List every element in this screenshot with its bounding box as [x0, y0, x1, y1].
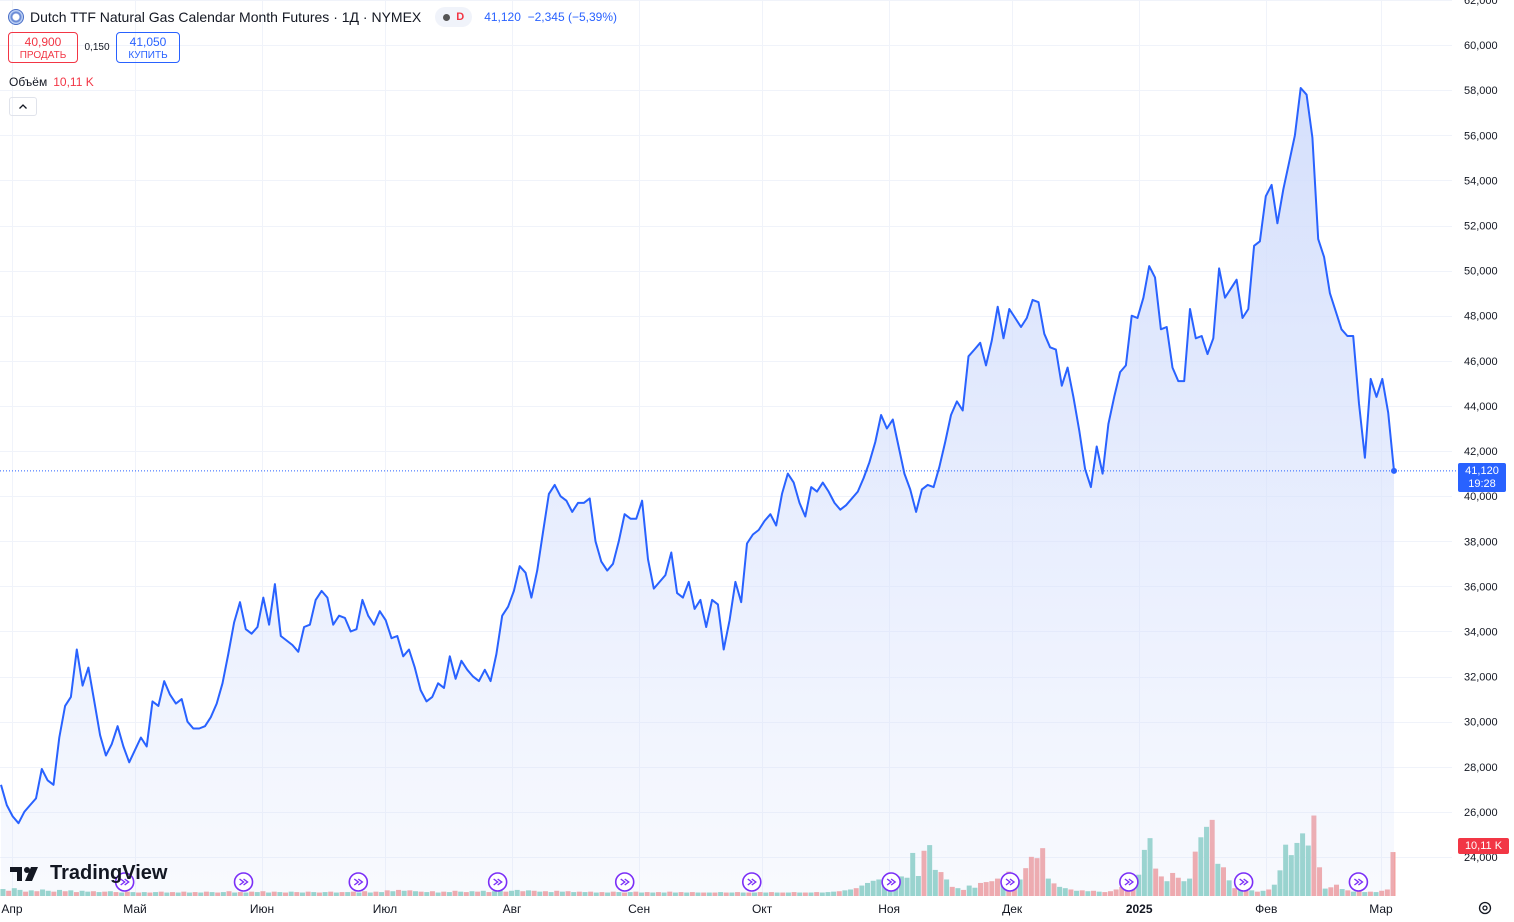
time-axis-label: Авг	[503, 902, 522, 916]
tradingview-logo-icon	[10, 866, 38, 881]
event-marker-arrows	[1005, 878, 1016, 886]
event-marker-arrows	[353, 878, 364, 886]
time-axis-label: Мар	[1369, 902, 1393, 916]
price-axis-label: 54,000	[1464, 175, 1498, 187]
event-marker-icon[interactable]	[614, 872, 635, 892]
last-price-point	[1391, 467, 1397, 474]
event-marker-arrows	[493, 878, 503, 886]
price-axis-label: 60,000	[1464, 40, 1498, 52]
price-axis-label: 46,000	[1464, 356, 1498, 368]
price-axis-label: 42,000	[1464, 446, 1498, 458]
price-axis-label: 40,000	[1464, 491, 1498, 503]
sell-button[interactable]: 40,900 ПРОДАТЬ	[8, 32, 78, 63]
last-price: 41,120	[484, 10, 521, 24]
event-marker-icon[interactable]	[1119, 872, 1139, 892]
event-marker-arrows	[620, 878, 630, 886]
trade-buttons: 40,900 ПРОДАТЬ 0,150 41,050 КУПИТЬ	[8, 32, 180, 63]
buy-button[interactable]: 41,050 КУПИТЬ	[116, 32, 180, 63]
price-axis-label: 38,000	[1464, 536, 1498, 548]
tradingview-logo[interactable]: TradingView	[10, 862, 167, 885]
spread-value: 0,150	[84, 42, 110, 53]
event-marker-arrows	[886, 878, 897, 886]
volume-legend[interactable]: Объём 10,11 K	[9, 75, 94, 89]
market-status-icon	[443, 13, 451, 21]
event-marker-arrows	[239, 878, 249, 886]
event-marker-arrows	[1353, 878, 1364, 886]
volume-label: Объём	[9, 75, 48, 89]
chart-header: Dutch TTF Natural Gas Calendar Month Fut…	[8, 6, 617, 28]
event-markers	[114, 872, 1369, 892]
event-marker-arrows	[1239, 878, 1249, 886]
symbol-title[interactable]: Dutch TTF Natural Gas Calendar Month Fut…	[30, 9, 422, 25]
price-area-fill	[1, 88, 1394, 896]
event-marker-icon[interactable]	[1000, 872, 1020, 892]
price-axis-label: 24,000	[1464, 852, 1498, 864]
event-marker-icon[interactable]	[348, 872, 369, 892]
time-axis-label: 2025	[1126, 902, 1153, 916]
symbol-icon[interactable]	[8, 9, 24, 25]
gear-icon[interactable]	[1477, 900, 1493, 916]
event-marker-icon[interactable]	[114, 872, 135, 892]
price-axis: 62,000 60,000 58,000 56,000 54,000 52,000 50,0…	[1464, 0, 1498, 864]
price-axis-label: 48,000	[1464, 311, 1498, 323]
price-change-pct: (−5,39%)	[567, 10, 617, 24]
last-quote: 41,120 −2,345 (−5,39%)	[484, 10, 617, 24]
price-axis-label: 30,000	[1464, 717, 1498, 729]
price-axis-label: 26,000	[1464, 807, 1498, 819]
price-area	[0, 87, 1458, 896]
event-marker-icon[interactable]	[741, 872, 762, 892]
price-axis-label: 52,000	[1464, 221, 1498, 233]
bar-countdown: 19:28	[1468, 478, 1496, 490]
market-status-pill[interactable]: D	[435, 7, 473, 27]
buy-label: КУПИТЬ	[128, 50, 168, 61]
price-axis-label: 36,000	[1464, 581, 1498, 593]
event-marker-icon[interactable]	[233, 872, 254, 892]
time-axis-label: Дек	[1002, 902, 1023, 916]
event-marker-arrows	[1124, 878, 1135, 886]
price-axis-label: 28,000	[1464, 762, 1498, 774]
last-price-tag-value: 41,120	[1465, 465, 1499, 477]
price-change: −2,345	[527, 10, 565, 24]
price-axis-label: 44,000	[1464, 401, 1498, 413]
event-marker-icon[interactable]	[487, 872, 508, 892]
volume-tag: 10,11 K	[1458, 838, 1509, 854]
time-axis-label: Май	[123, 902, 147, 916]
session-badge: D	[456, 11, 465, 23]
last-price-tag: 41,120 19:28	[1458, 463, 1506, 492]
volume-value: 10,11 K	[53, 75, 94, 89]
event-marker-icon[interactable]	[1348, 872, 1369, 892]
time-axis: Апр Май Июн Июл Авг Сен Окт Ноя Дек 2025 Фев Мар	[1, 902, 1393, 916]
price-axis-label: 50,000	[1464, 266, 1498, 278]
price-axis-label: 32,000	[1464, 672, 1498, 684]
price-axis-label: 56,000	[1464, 130, 1498, 142]
sell-price: 40,900	[24, 35, 62, 49]
time-axis-label: Сен	[628, 902, 650, 916]
event-marker-arrows	[120, 878, 130, 886]
time-axis-label: Окт	[752, 902, 773, 916]
event-marker-arrows	[747, 878, 757, 886]
time-axis-label: Апр	[1, 902, 23, 916]
time-axis-label: Фев	[1255, 902, 1277, 916]
price-axis-label: 58,000	[1464, 85, 1498, 97]
collapse-legend-button[interactable]	[9, 97, 37, 116]
logo-text: TradingView	[50, 862, 168, 884]
price-axis-label: 62,000	[1464, 0, 1498, 7]
chevron-up-icon	[19, 103, 27, 109]
price-axis-label: 34,000	[1464, 626, 1498, 638]
price-line	[0, 87, 1395, 825]
sell-label: ПРОДАТЬ	[19, 50, 67, 61]
buy-price: 41,050	[129, 35, 167, 49]
event-marker-icon[interactable]	[1233, 872, 1254, 892]
time-axis-label: Июн	[250, 902, 274, 916]
time-axis-label: Ноя	[878, 902, 900, 916]
time-axis-label: Июл	[373, 902, 397, 916]
event-marker-icon[interactable]	[881, 872, 901, 892]
